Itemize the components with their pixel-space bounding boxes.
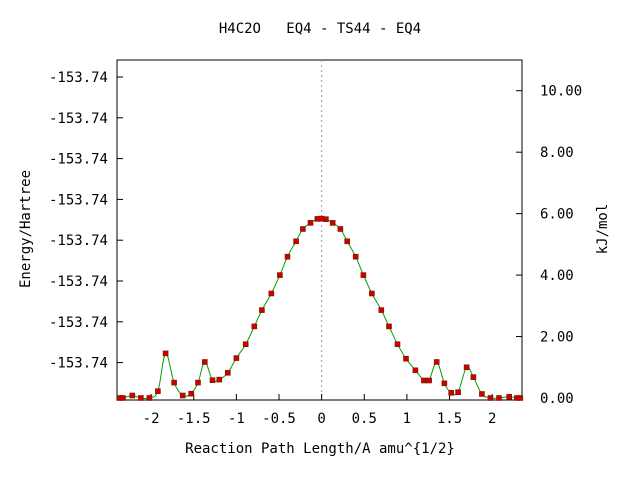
- x-axis-ticks: -2 -1.5 -1 -0.5 0 0.5 1 1.5 2: [143, 394, 496, 427]
- x-tick-label: -1.5: [177, 411, 211, 427]
- data-point: [487, 395, 494, 401]
- data-point: [307, 220, 314, 226]
- data-point: [284, 253, 291, 260]
- plot-frame: [116, 59, 523, 401]
- data-point: [386, 323, 392, 330]
- data-point: [344, 238, 351, 245]
- left-tick-label: -153.74: [49, 152, 108, 168]
- data-point: [517, 395, 524, 401]
- series-line: [119, 217, 521, 400]
- x-tick-label: -2: [143, 411, 160, 427]
- data-point: [329, 220, 336, 226]
- data-point: [463, 364, 470, 371]
- left-tick-label: -153.74: [49, 274, 108, 290]
- x-tick-label: 0.5: [352, 411, 377, 427]
- data-point: [421, 377, 427, 384]
- left-axis-ticks: -153.74 -153.74 -153.74 -153.74 -153.74 -153.…: [49, 70, 123, 372]
- right-tick-label: 8.00: [540, 145, 574, 161]
- data-point: [225, 369, 231, 376]
- data-point: [433, 359, 440, 365]
- right-tick-label: 4.00: [540, 268, 574, 284]
- data-point: [323, 216, 329, 222]
- data-point: [268, 290, 275, 297]
- x-axis-label: Reaction Path Length/A amu^{1/2}: [185, 441, 455, 457]
- left-tick-label: -153.74: [49, 315, 108, 331]
- data-point: [360, 272, 367, 278]
- left-axis-label: Energy/Hartree: [18, 170, 34, 288]
- x-tick-label: -1: [228, 411, 245, 427]
- data-point: [120, 395, 126, 401]
- data-point: [195, 379, 201, 386]
- data-point: [162, 350, 169, 357]
- data-point: [394, 341, 401, 348]
- data-point: [188, 390, 194, 397]
- data-point: [293, 238, 299, 245]
- data-point: [202, 359, 208, 365]
- data-point: [337, 226, 344, 232]
- right-axis-label: kJ/mol: [595, 204, 611, 255]
- right-tick-label: 0.00: [540, 391, 574, 407]
- right-tick-label: 10.00: [540, 84, 582, 100]
- data-point: [300, 226, 306, 232]
- data-point: [403, 355, 409, 362]
- right-tick-label: 2.00: [540, 330, 574, 346]
- data-point: [277, 272, 283, 278]
- right-axis-ticks: 0.00 2.00 4.00 6.00 8.00 10.00: [516, 84, 582, 407]
- data-point: [448, 389, 455, 396]
- data-point: [233, 355, 240, 361]
- left-tick-label: -153.74: [49, 356, 108, 372]
- data-point: [455, 389, 461, 396]
- data-point: [369, 290, 375, 297]
- data-point: [412, 367, 419, 374]
- data-point: [496, 395, 502, 401]
- energy-series: [119, 217, 521, 400]
- right-tick-label: 6.00: [540, 207, 574, 223]
- left-tick-label: -153.74: [49, 111, 108, 127]
- data-point: [506, 393, 513, 400]
- x-tick-label: 2: [488, 411, 496, 427]
- data-point: [138, 395, 144, 401]
- data-point: [251, 323, 258, 330]
- data-point: [171, 379, 177, 386]
- data-point: [146, 395, 153, 401]
- left-tick-label: -153.74: [49, 70, 108, 86]
- data-point: [129, 392, 136, 399]
- x-tick-label: 1: [403, 411, 411, 427]
- data-point: [352, 253, 359, 260]
- data-point: [479, 391, 485, 397]
- chart-title: H4C2O EQ4 - TS44 - EQ4: [219, 21, 421, 37]
- data-point: [209, 377, 216, 384]
- data-point: [179, 392, 186, 399]
- x-tick-label: -0.5: [262, 411, 296, 427]
- data-point: [441, 380, 448, 387]
- data-point: [378, 307, 385, 313]
- data-point: [259, 307, 265, 313]
- data-point: [155, 388, 161, 395]
- data-point: [216, 376, 223, 383]
- left-tick-label: -153.74: [49, 192, 108, 208]
- data-point-markers: [116, 215, 524, 401]
- data-point: [242, 341, 249, 348]
- data-point: [470, 374, 477, 380]
- left-tick-label: -153.74: [49, 233, 108, 249]
- x-tick-label: 1.5: [437, 411, 462, 427]
- data-point: [426, 377, 432, 384]
- x-tick-label: 0: [317, 411, 325, 427]
